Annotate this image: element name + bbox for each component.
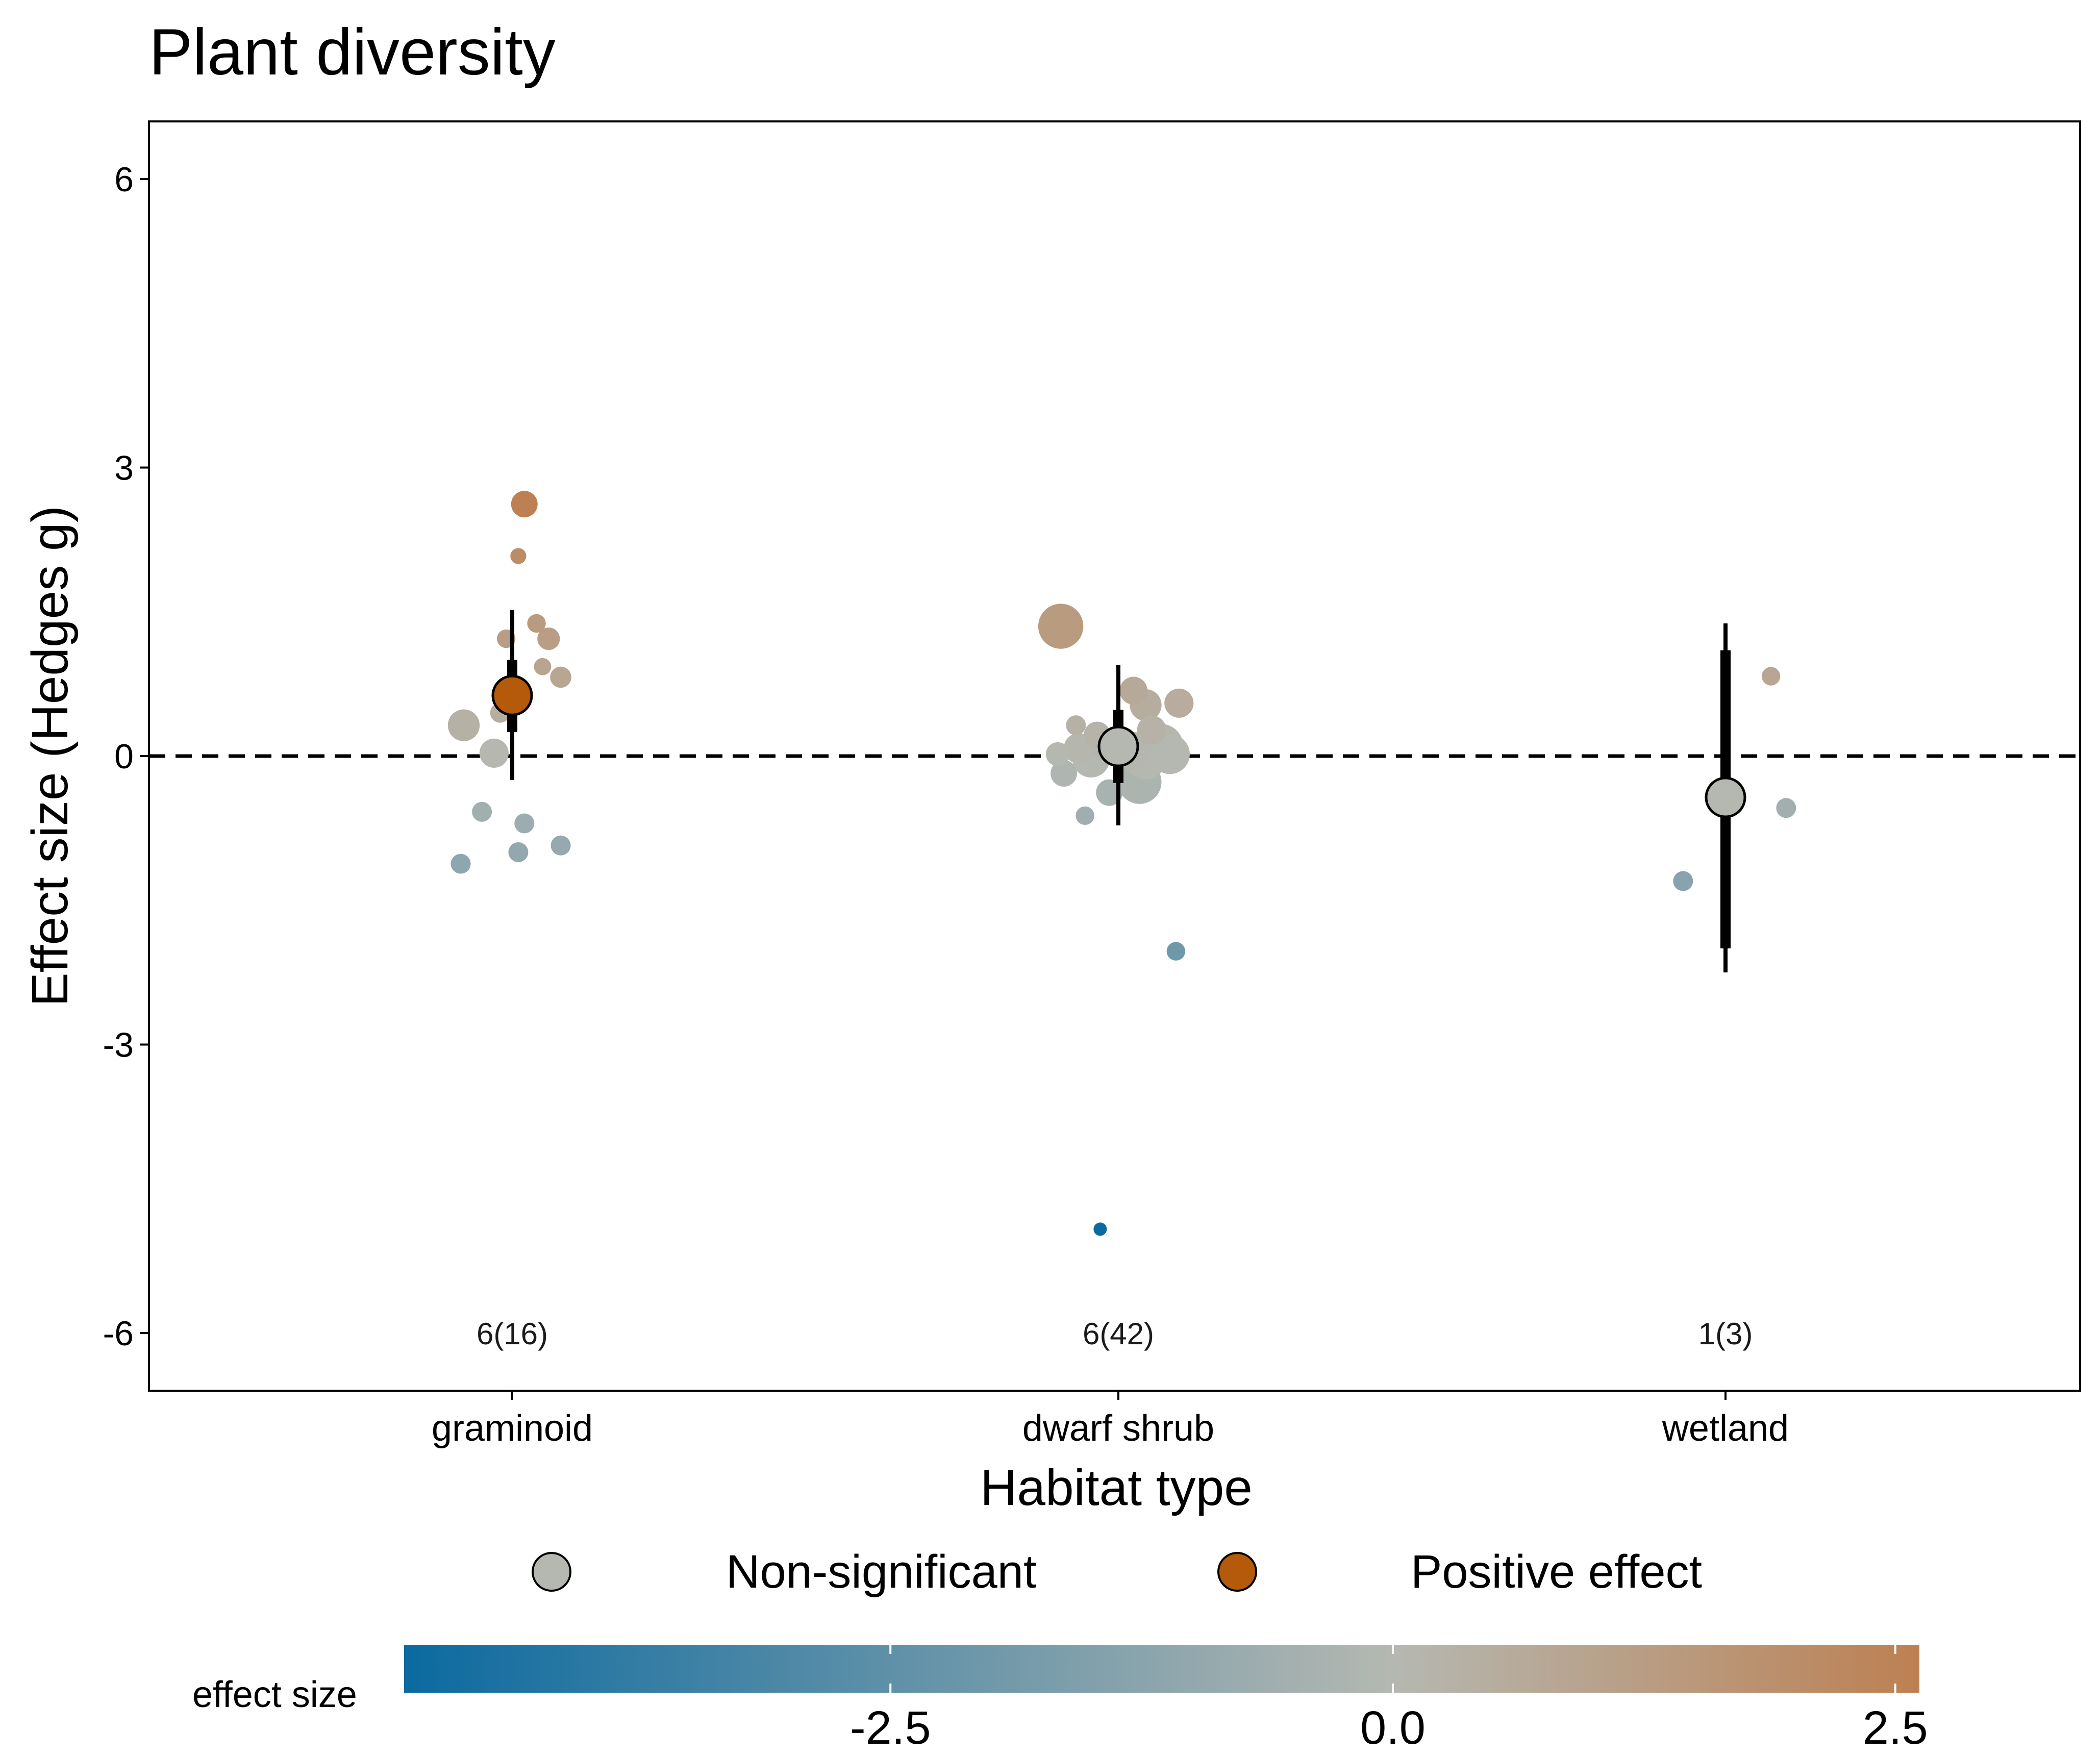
legend-marker-positive-effect (1217, 1552, 1257, 1592)
y-tick-label: 6 (114, 160, 134, 199)
y-tick-label: -3 (103, 1025, 134, 1064)
colorbar-bar (404, 1645, 1919, 1693)
effect-size-point (1673, 871, 1693, 891)
effect-size-point (527, 614, 546, 633)
effect-size-point (1166, 942, 1186, 961)
summary-estimate-point (1705, 776, 1746, 818)
effect-size-point (1149, 734, 1190, 774)
x-tick-label: wetland (1662, 1408, 1789, 1449)
effect-size-point (451, 854, 471, 874)
x-tick-label: graminoid (432, 1408, 593, 1449)
x-axis-title: Habitat type (980, 1459, 1253, 1516)
sample-labels: 6(16) 6(42) 1(3) (477, 1317, 1753, 1351)
y-axis-title: Effect size (Hedges g) (21, 506, 79, 1007)
effect-size-point (534, 658, 552, 675)
effect-size-point (1093, 1222, 1107, 1236)
effect-size-point (1038, 604, 1084, 649)
effect-size-point (508, 842, 529, 862)
points-layer (447, 491, 1796, 1236)
colorbar-tick-label: -2.5 (850, 1702, 931, 1754)
summary-estimate-point (1097, 725, 1139, 767)
x-tick-label: dwarf shrub (1022, 1408, 1214, 1449)
colorbar-ticks: -2.5 0.0 2.5 (850, 1645, 1928, 1754)
effect-size-point (1137, 715, 1166, 745)
effect-size-point (479, 738, 509, 768)
sample-size-label: 6(16) (477, 1317, 548, 1351)
effect-size-point (551, 835, 571, 856)
effect-size-point (1045, 742, 1070, 766)
sample-size-label: 6(42) (1083, 1317, 1154, 1351)
effect-size-point (1119, 676, 1147, 705)
effect-size-point (1051, 760, 1078, 787)
effect-size-point (1776, 798, 1796, 818)
colorbar-tick-label: 2.5 (1863, 1702, 1928, 1754)
effect-size-point (510, 548, 527, 564)
legend-label-non-significant: Non-significant (726, 1546, 1037, 1598)
y-tick-label: -6 (103, 1314, 134, 1353)
effect-size-point (447, 709, 480, 741)
y-tick-label: 3 (114, 449, 134, 488)
effect-size-point (472, 801, 492, 822)
effect-size-point (1164, 688, 1194, 718)
legend-marker-non-significant (532, 1552, 571, 1592)
effect-size-point (1096, 779, 1123, 806)
colorbar-title: effect size (192, 1674, 357, 1715)
colorbar: effect size -2.5 0.0 2.5 (192, 1645, 1928, 1754)
y-tick-label: 0 (114, 737, 134, 776)
summary-estimate-point (491, 674, 533, 716)
effect-size-point (1066, 715, 1086, 736)
effect-size-point (1076, 806, 1094, 825)
colorbar-tick-label: 0.0 (1360, 1702, 1426, 1754)
effect-size-point (511, 491, 538, 518)
x-axis: graminoid dwarf shrub wetland (432, 1391, 1789, 1449)
y-axis: -6 -3 0 3 6 (103, 160, 149, 1353)
summary-layer (491, 610, 1746, 973)
effect-size-point (514, 813, 535, 834)
effect-size-point (550, 666, 571, 688)
legend-label-positive-effect: Positive effect (1411, 1546, 1702, 1598)
effect-size-point (1761, 667, 1781, 686)
chart-title: Plant diversity (149, 16, 556, 89)
sample-size-label: 1(3) (1698, 1317, 1753, 1351)
effect-size-point (537, 627, 560, 650)
legend: Non-significant Positive effect (532, 1546, 1702, 1598)
